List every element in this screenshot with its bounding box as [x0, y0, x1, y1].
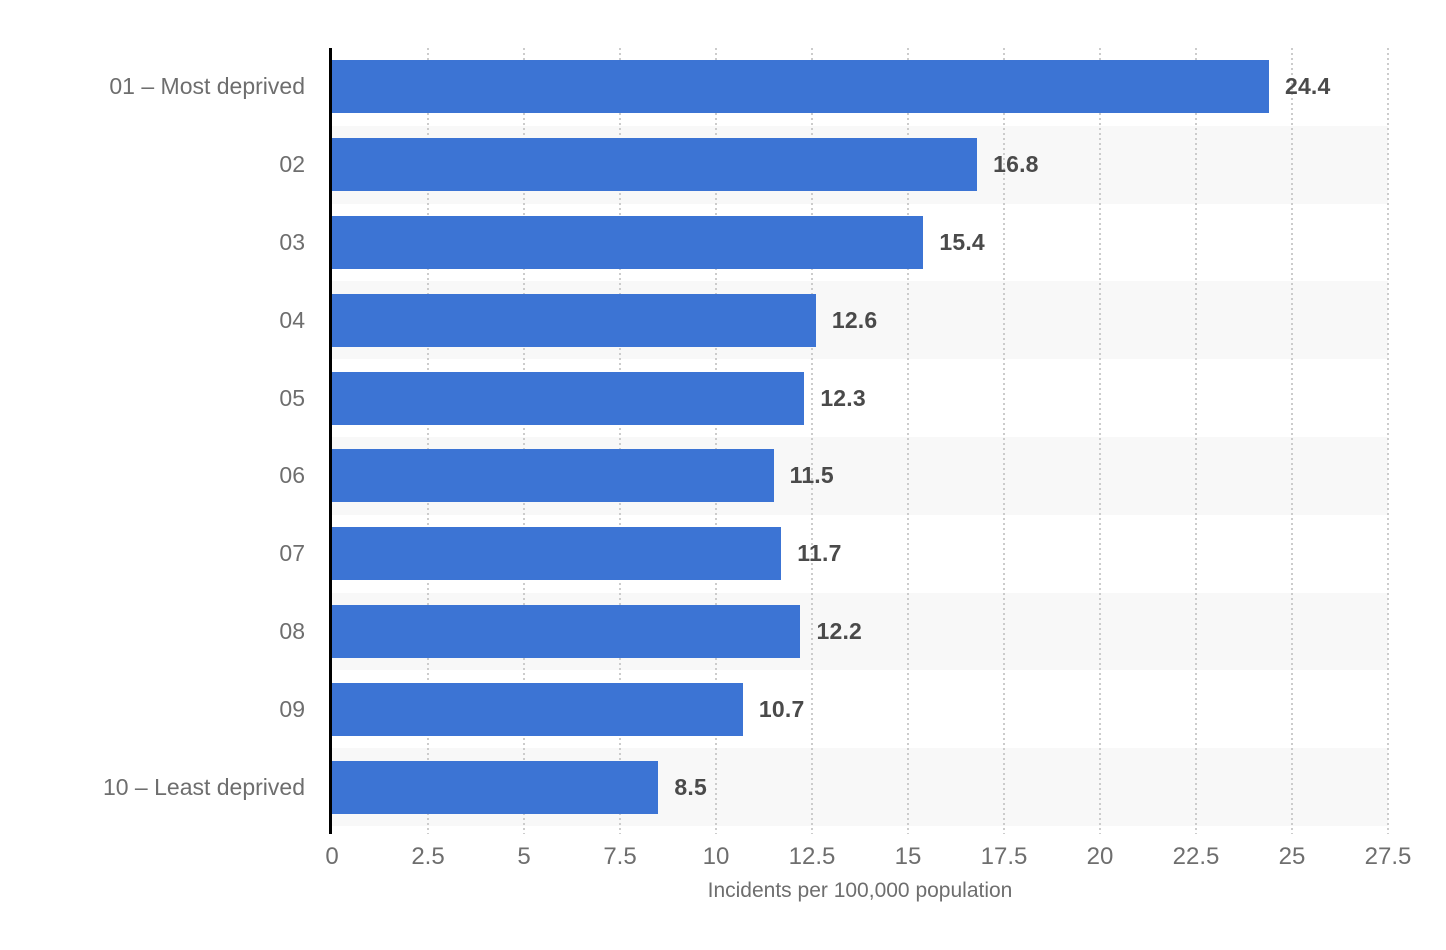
- value-label: 11.7: [797, 540, 842, 567]
- bar: [332, 605, 801, 658]
- category-label: 02: [279, 151, 305, 178]
- value-label: 12.6: [831, 306, 878, 333]
- x-tick-label: 10: [702, 843, 730, 870]
- gridline: [907, 48, 909, 834]
- x-tick-label: 27.5: [1364, 843, 1412, 870]
- category-label: 10 – Least deprived: [102, 773, 305, 800]
- gridline: [427, 48, 429, 834]
- bar: [332, 682, 743, 736]
- gridline: [715, 48, 717, 834]
- value-label: 10.7: [758, 695, 805, 722]
- bar: [332, 449, 774, 503]
- gridline: [811, 48, 813, 834]
- gridline: [1003, 48, 1005, 834]
- category-label: 03: [279, 228, 305, 255]
- value-label: 11.5: [789, 462, 834, 489]
- value-label: 12.2: [816, 617, 863, 644]
- category-label: 06: [279, 462, 305, 489]
- bar: [332, 371, 805, 425]
- x-axis-title: Incidents per 100,000 population: [707, 879, 1013, 902]
- y-axis-line: [329, 48, 332, 834]
- x-tick-label: 15: [894, 843, 922, 870]
- bar: [332, 527, 782, 581]
- bar: [332, 760, 659, 814]
- category-label: 08: [279, 617, 305, 644]
- x-tick-label: 7.5: [603, 843, 637, 870]
- x-tick-label: 12.5: [788, 843, 836, 870]
- x-tick-label: 2.5: [411, 843, 445, 870]
- gridline: [619, 48, 621, 834]
- gridline: [1387, 48, 1389, 834]
- x-tick-label: 22.5: [1172, 843, 1220, 870]
- bar: [332, 60, 1269, 114]
- value-label: 16.8: [993, 151, 1039, 178]
- value-label: 8.5: [674, 773, 707, 800]
- category-label: 05: [279, 384, 305, 411]
- value-label: 12.3: [820, 384, 866, 411]
- x-tick-label: 20: [1086, 843, 1114, 870]
- category-label: 04: [279, 306, 305, 333]
- gridline: [1099, 48, 1101, 834]
- category-label: 01 – Most deprived: [109, 73, 305, 100]
- bar: [332, 293, 816, 347]
- category-label: 09: [279, 695, 305, 722]
- value-label: 24.4: [1284, 73, 1331, 100]
- x-tick-label: 5: [517, 843, 531, 870]
- x-tick-label: 25: [1278, 843, 1306, 870]
- bar: [332, 216, 924, 269]
- value-label: 15.4: [939, 228, 985, 255]
- gridline: [1291, 48, 1293, 834]
- bar: [332, 138, 978, 192]
- category-label: 07: [279, 540, 305, 567]
- gridline: [523, 48, 525, 834]
- x-tick-label: 17.5: [980, 843, 1028, 870]
- x-tick-label: 0: [325, 843, 339, 870]
- gridline: [1195, 48, 1197, 834]
